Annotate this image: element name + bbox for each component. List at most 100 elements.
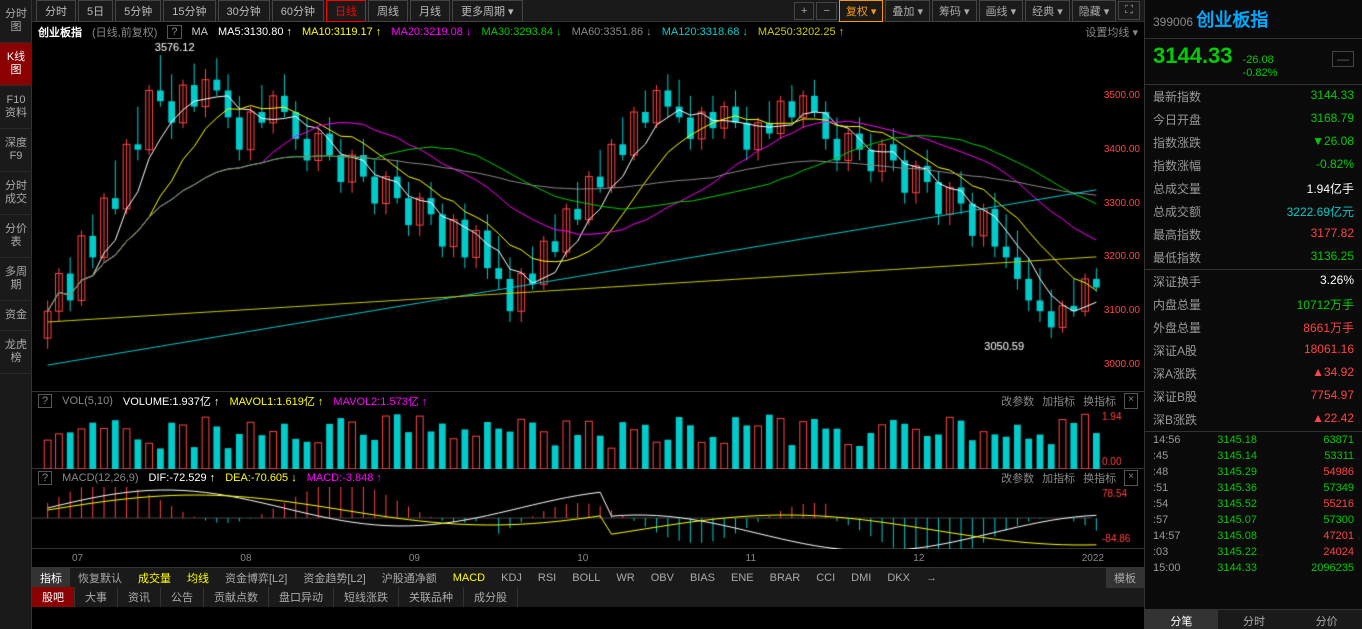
- timeframe-5分钟[interactable]: 5分钟: [115, 0, 161, 22]
- left-tab-7[interactable]: 资金: [0, 301, 32, 331]
- macd-panel[interactable]: ?MACD(12,26,9)DIF:-72.529 ↑DEA:-70.605 ↓…: [32, 469, 1144, 549]
- toolbar-⛶[interactable]: ⛶: [1118, 1, 1140, 20]
- indicator-tab-成交量[interactable]: 成交量: [130, 568, 179, 588]
- bottom-tab-贡献点数[interactable]: 贡献点数: [204, 587, 269, 607]
- toolbar-画线[interactable]: 画线 ▾: [979, 0, 1024, 22]
- timeframe-月线[interactable]: 月线: [410, 0, 450, 22]
- indicator-tab-BIAS[interactable]: BIAS: [682, 570, 723, 586]
- indicator-tab-→[interactable]: →: [918, 570, 945, 586]
- indicator-tab-均线[interactable]: 均线: [179, 568, 217, 588]
- left-tab-4[interactable]: 分时成交: [0, 172, 32, 215]
- ind-link-换指标[interactable]: 换指标: [1083, 470, 1116, 486]
- y-tick: 3100.00: [1104, 305, 1140, 316]
- left-tab-5[interactable]: 分价表: [0, 215, 32, 258]
- x-tick: 12: [913, 553, 924, 564]
- indicator-tab-BOLL[interactable]: BOLL: [564, 570, 608, 586]
- timeframe-日线[interactable]: 日线: [326, 0, 366, 22]
- toolbar-筹码[interactable]: 筹码 ▾: [932, 0, 977, 22]
- y-tick: 3200.00: [1104, 251, 1140, 262]
- indicator-tab-指标[interactable]: 指标: [32, 568, 70, 588]
- left-tab-2[interactable]: F10资料: [0, 86, 32, 129]
- indicator-tab-BRAR[interactable]: BRAR: [762, 570, 809, 586]
- indicator-tab-资金趋势[L2][interactable]: 资金趋势[L2]: [295, 568, 373, 588]
- ma-label: MA250:3202.25 ↑: [758, 26, 844, 38]
- toolbar-叠加[interactable]: 叠加 ▾: [885, 0, 930, 22]
- bottom-tab-成分股[interactable]: 成分股: [464, 587, 518, 607]
- indicator-tab-KDJ[interactable]: KDJ: [493, 570, 530, 586]
- ma-settings[interactable]: 设置均线 ▾: [1085, 24, 1138, 40]
- toolbar-隐藏[interactable]: 隐藏 ▾: [1072, 0, 1117, 22]
- indicator-tab-ENE[interactable]: ENE: [723, 570, 762, 586]
- ind-label: MAVOL2:1.573亿 ↑: [333, 393, 427, 409]
- tick-row: 14:573145.0847201: [1145, 528, 1362, 544]
- indicator-tab-WR[interactable]: WR: [608, 570, 642, 586]
- bottom-tab-股吧[interactable]: 股吧: [32, 587, 75, 607]
- ind-link-加指标[interactable]: 加指标: [1042, 393, 1075, 409]
- timeframe-30分钟[interactable]: 30分钟: [218, 0, 270, 22]
- tick-row: :033145.2224024: [1145, 544, 1362, 560]
- y-tick: 3300.00: [1104, 198, 1140, 209]
- quote-bottom-tabs: 分笔分时分价: [1145, 609, 1362, 629]
- timeframe-bar: 分时5日5分钟15分钟30分钟60分钟日线周线月线更多周期 ▾ +−复权 ▾叠加 …: [32, 0, 1144, 22]
- x-tick: 08: [240, 553, 251, 564]
- bottom-tab-资讯[interactable]: 资讯: [118, 587, 161, 607]
- indicator-tab-恢复默认[interactable]: 恢复默认: [70, 568, 130, 588]
- quote-panel: 399006 创业板指 3144.33 -26.08 -0.82% — 最新指数…: [1144, 0, 1362, 629]
- left-tab-1[interactable]: K线图: [0, 43, 32, 86]
- price-block: 3144.33 -26.08 -0.82% —: [1145, 39, 1362, 85]
- ind-link-换指标[interactable]: 换指标: [1083, 393, 1116, 409]
- toolbar-−[interactable]: −: [816, 2, 836, 20]
- timeframe-更多周期[interactable]: 更多周期 ▾: [452, 0, 523, 22]
- ind-link-改参数[interactable]: 改参数: [1001, 470, 1034, 486]
- stock-name[interactable]: 创业板指: [1196, 10, 1268, 30]
- bottom-tab-盘口异动[interactable]: 盘口异动: [269, 587, 334, 607]
- ind-label: VOLUME:1.937亿 ↑: [123, 393, 220, 409]
- close-icon[interactable]: ×: [1124, 393, 1138, 409]
- indicator-tab-MACD[interactable]: MACD: [445, 570, 493, 586]
- toolbar-复权[interactable]: 复权 ▾: [839, 0, 884, 22]
- volume-panel[interactable]: ?VOL(5,10)VOLUME:1.937亿 ↑MAVOL1:1.619亿 ↑…: [32, 392, 1144, 469]
- quote-row: 总成交额3222.69亿元: [1145, 200, 1362, 223]
- price-pct: -0.82%: [1243, 67, 1278, 80]
- ind-label[interactable]: ?: [38, 394, 52, 408]
- indicator-tab-资金博弈[L2][interactable]: 资金博弈[L2]: [217, 568, 295, 588]
- indicator-tab-沪股通净额[interactable]: 沪股通净额: [374, 568, 445, 588]
- ind-label: MAVOL1:1.619亿 ↑: [229, 393, 323, 409]
- bottom-nav-tabs: 股吧大事资讯公告贡献点数盘口异动短线涨跌关联品种成分股: [32, 587, 1144, 607]
- indicator-tab-RSI[interactable]: RSI: [530, 570, 564, 586]
- ind-link-改参数[interactable]: 改参数: [1001, 393, 1034, 409]
- indicator-tab-DKX[interactable]: DKX: [879, 570, 918, 586]
- toolbar-+[interactable]: +: [794, 2, 814, 20]
- left-tab-3[interactable]: 深度F9: [0, 129, 32, 172]
- bottom-tab-大事[interactable]: 大事: [75, 587, 118, 607]
- timeframe-60分钟[interactable]: 60分钟: [272, 0, 324, 22]
- close-icon[interactable]: ×: [1124, 470, 1138, 486]
- ind-link-加指标[interactable]: 加指标: [1042, 470, 1075, 486]
- indicator-tab-CCI[interactable]: CCI: [808, 570, 843, 586]
- quote-tab-分价[interactable]: 分价: [1290, 610, 1362, 629]
- indicator-tab-模板[interactable]: 模板: [1106, 568, 1144, 588]
- quote-tab-分时[interactable]: 分时: [1218, 610, 1291, 629]
- toolbar-经典[interactable]: 经典 ▾: [1025, 0, 1070, 22]
- quote-header: 399006 创业板指: [1145, 0, 1362, 39]
- bottom-tab-短线涨跌[interactable]: 短线涨跌: [334, 587, 399, 607]
- candlestick-chart[interactable]: 3500.003400.003300.003200.003100.003000.…: [32, 42, 1144, 392]
- x-tick: 09: [409, 553, 420, 564]
- timeframe-周线[interactable]: 周线: [368, 0, 408, 22]
- left-tab-0[interactable]: 分时图: [0, 0, 32, 43]
- bottom-tab-关联品种[interactable]: 关联品种: [399, 587, 464, 607]
- ind-label[interactable]: ?: [38, 471, 52, 485]
- left-tab-6[interactable]: 多周期: [0, 258, 32, 301]
- bottom-tab-公告[interactable]: 公告: [161, 587, 204, 607]
- collapse-icon[interactable]: —: [1332, 51, 1354, 67]
- quote-row: 最高指数3177.82: [1145, 223, 1362, 246]
- left-tab-8[interactable]: 龙虎榜: [0, 331, 32, 374]
- quote-tab-分笔[interactable]: 分笔: [1145, 610, 1218, 629]
- timeframe-分时[interactable]: 分时: [36, 0, 76, 22]
- timeframe-5日[interactable]: 5日: [78, 0, 113, 22]
- tick-row: 15:003144.332096235: [1145, 560, 1362, 576]
- indicator-tab-DMI[interactable]: DMI: [843, 570, 879, 586]
- timeframe-15分钟[interactable]: 15分钟: [163, 0, 215, 22]
- help-icon[interactable]: ?: [167, 25, 181, 39]
- indicator-tab-OBV[interactable]: OBV: [643, 570, 682, 586]
